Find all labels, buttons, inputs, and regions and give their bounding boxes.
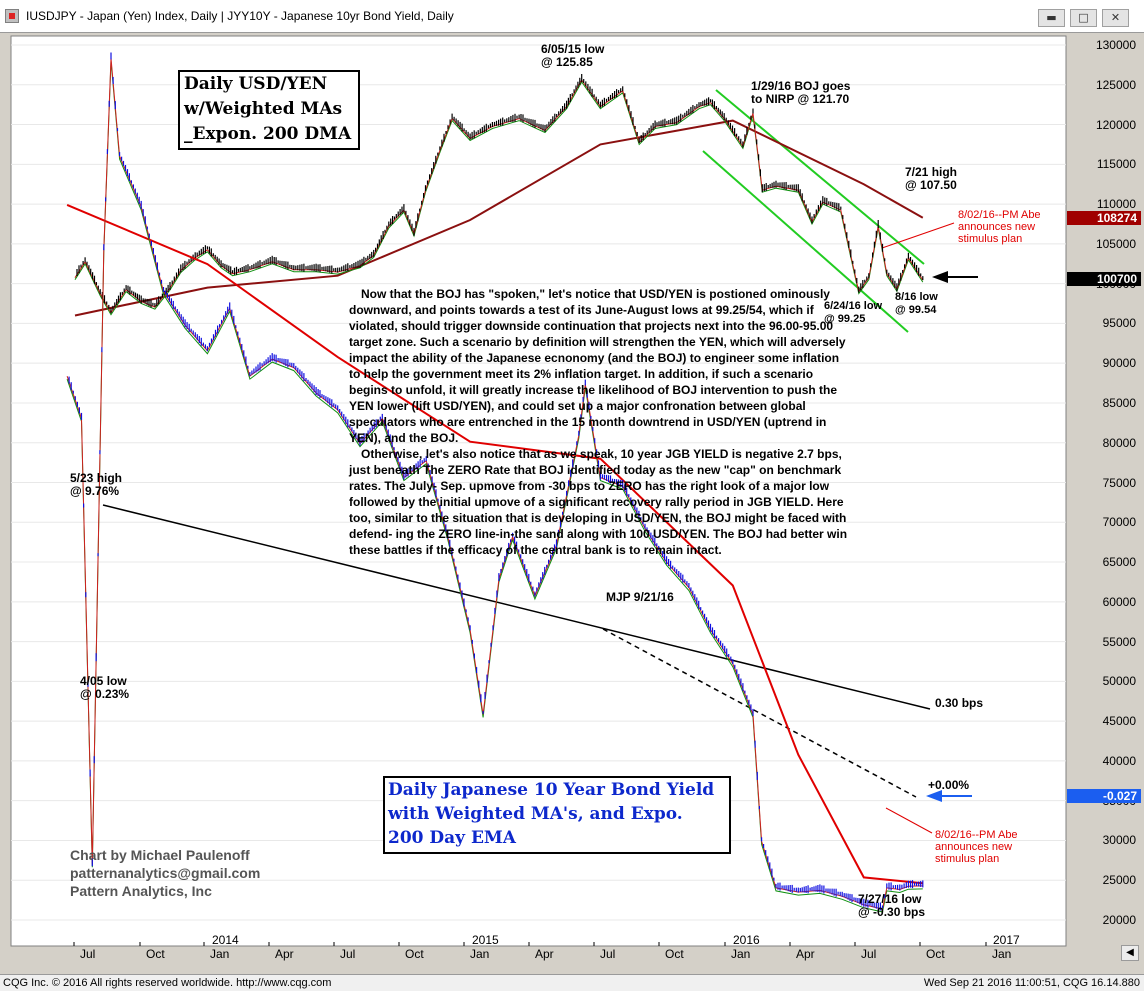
close-button[interactable]: ✕ [1102,9,1129,27]
signature: MJP 9/21/16 [606,590,674,604]
price-tick-label: 90000 [1102,356,1136,371]
month-tick-label: Jul [340,947,356,961]
price-tick-label: 25000 [1102,873,1136,888]
commentary-paragraph: Otherwise, let's also notice that as we … [349,447,848,557]
price-tick-label: 50000 [1102,674,1136,689]
yield-pointer-arrowhead [926,790,942,802]
scroll-right-button[interactable]: ◀ [1121,945,1139,961]
price-tick-label: 20000 [1102,913,1136,927]
abe-top-pointer [881,222,955,249]
series-layer [66,52,924,913]
price-tick-label: 80000 [1102,435,1136,450]
jgb-title-line: 200 Day EMA [388,828,516,848]
month-tick-label: Oct [665,947,684,961]
month-tick-label: Jul [600,947,616,961]
month-tick-label: Oct [926,947,945,961]
month-tick-label: Apr [275,947,294,961]
price-tick-label: 95000 [1102,316,1136,331]
year-tick-label: 2015 [472,933,499,947]
price-tick-label: 120000 [1095,117,1136,132]
annotation-abe-bottom: 8/02/16--PM Abe announces new stimulus p… [935,829,1018,865]
credit-block: Chart by Michael Paulenoff patternanalyt… [70,846,260,900]
arrows [926,271,978,802]
price-tick-label: 125000 [1095,77,1136,92]
maximize-button[interactable]: □ [1070,9,1097,27]
window-titlebar: IUSDJPY - Japan (Yen) Index, Daily | JYY… [0,0,1144,33]
usdjpy-channel-bottom [702,150,909,333]
year-tick-label: 2017 [993,933,1020,947]
abe-bottom-pointer [885,807,933,834]
commentary-paragraph: Now that the BOJ has "spoken," let's not… [349,287,846,445]
status-bar: CQG Inc. © 2016 All rights reserved worl… [0,974,1144,991]
ema-price-tag: 108274 [1067,211,1141,225]
annotation-high-jul21: 7/21 high @ 107.50 [905,165,958,192]
price-tick-label: 60000 [1102,594,1136,609]
month-tick-label: Jul [861,947,877,961]
month-tick-label: Jan [470,947,490,961]
annotation-low-jul27: 7/27/16 low @ -0.30 bps [858,892,926,919]
month-tick-label: Oct [146,947,165,961]
usdjpy-bars [76,74,924,314]
price-tick-label: 55000 [1102,634,1136,649]
month-tick-label: Jan [210,947,230,961]
month-tick-label: Oct [405,947,424,961]
jgb-downtrend-line [102,504,931,710]
month-tick-label: Jan [731,947,751,961]
month-tick-label: Jan [992,947,1012,961]
credit-line: Pattern Analytics, Inc [70,883,212,899]
price-tick-label: 115000 [1096,157,1136,172]
month-tick-label: Jul [80,947,96,961]
usdjpy-title-box: Daily USD/YEN w/Weighted MAs _Expon. 200… [178,70,360,150]
usdjpy-pointer-arrowhead [932,271,948,283]
jgb-ema200-line [66,203,923,885]
year-tick-label: 2014 [212,933,239,947]
jgb-title-box: Daily Japanese 10 Year Bond Yield with W… [383,776,731,854]
usdjpy-title-line: _Expon. 200 DMA [184,124,352,144]
usdjpy-title-line: w/Weighted MAs [184,99,343,119]
window-title: IUSDJPY - Japan (Yen) Index, Daily | JYY… [26,9,454,23]
price-tick-label: 85000 [1102,395,1136,410]
price-tick-label: 70000 [1102,515,1136,530]
usdjpy-title-line: Daily USD/YEN [184,74,328,94]
credit-line: patternanalytics@gmail.com [70,865,261,881]
app-icon [5,9,19,23]
annotation-low-jun15: 6/05/15 low @ 125.85 [541,42,605,69]
price-tick-label: 30000 [1102,833,1136,848]
usdjpy-ema200-line [74,119,924,317]
timestamp-text: Wed Sep 21 2016 11:00:51, CQG 16.14.880 [923,977,1140,989]
price-tick-label: 45000 [1102,714,1136,729]
year-tick-label: 2016 [733,933,760,947]
price-tick-label: 130000 [1095,38,1136,52]
month-tick-label: Apr [535,947,554,961]
annotation-high-may23: 5/23 high @ 9.76% [70,471,123,498]
jgb-bars [68,52,924,911]
annotation-low-aug16: 8/16 low @ 99.54 [895,291,938,316]
commentary-text: Now that the BOJ has "spoken," let's not… [349,286,849,558]
month-tick-label: Apr [796,947,815,961]
annotation-boj-nirp: 1/29/16 BOJ goes to NIRP @ 121.70 [751,79,851,106]
annotation-030-bps: 0.30 bps [935,696,984,710]
jgb-wma-slow-line [66,60,923,913]
price-tick-label: 65000 [1102,555,1136,570]
chart-canvas[interactable] [0,33,1144,975]
copyright-text: CQG Inc. © 2016 All rights reserved worl… [3,977,332,989]
annotation-low-jun24: 6/24/16 low @ 99.25 [824,300,883,325]
price-tick-label: 40000 [1102,753,1136,768]
jgb-title-line: with Weighted MA's, and Expo. [388,804,683,824]
grid-lines [11,44,1066,946]
price-tick-label: 75000 [1102,475,1136,490]
minimize-button[interactable]: ▬ [1038,9,1065,27]
price-tick-label: 110000 [1096,197,1136,212]
jgb-title-line: Daily Japanese 10 Year Bond Yield [388,780,715,800]
price-tick-label: 105000 [1095,236,1136,251]
credit-line: Chart by Michael Paulenoff [70,847,250,863]
annotation-abe-top: 8/02/16--PM Abe announces new stimulus p… [958,209,1041,245]
yield-price-tag: -0.027 [1067,789,1141,803]
annotation-zero-pct: +0.00% [928,778,970,792]
annotation-low-apr05: 4/05 low @ 0.23% [80,674,130,701]
last-price-tag: 100700 [1067,272,1141,286]
